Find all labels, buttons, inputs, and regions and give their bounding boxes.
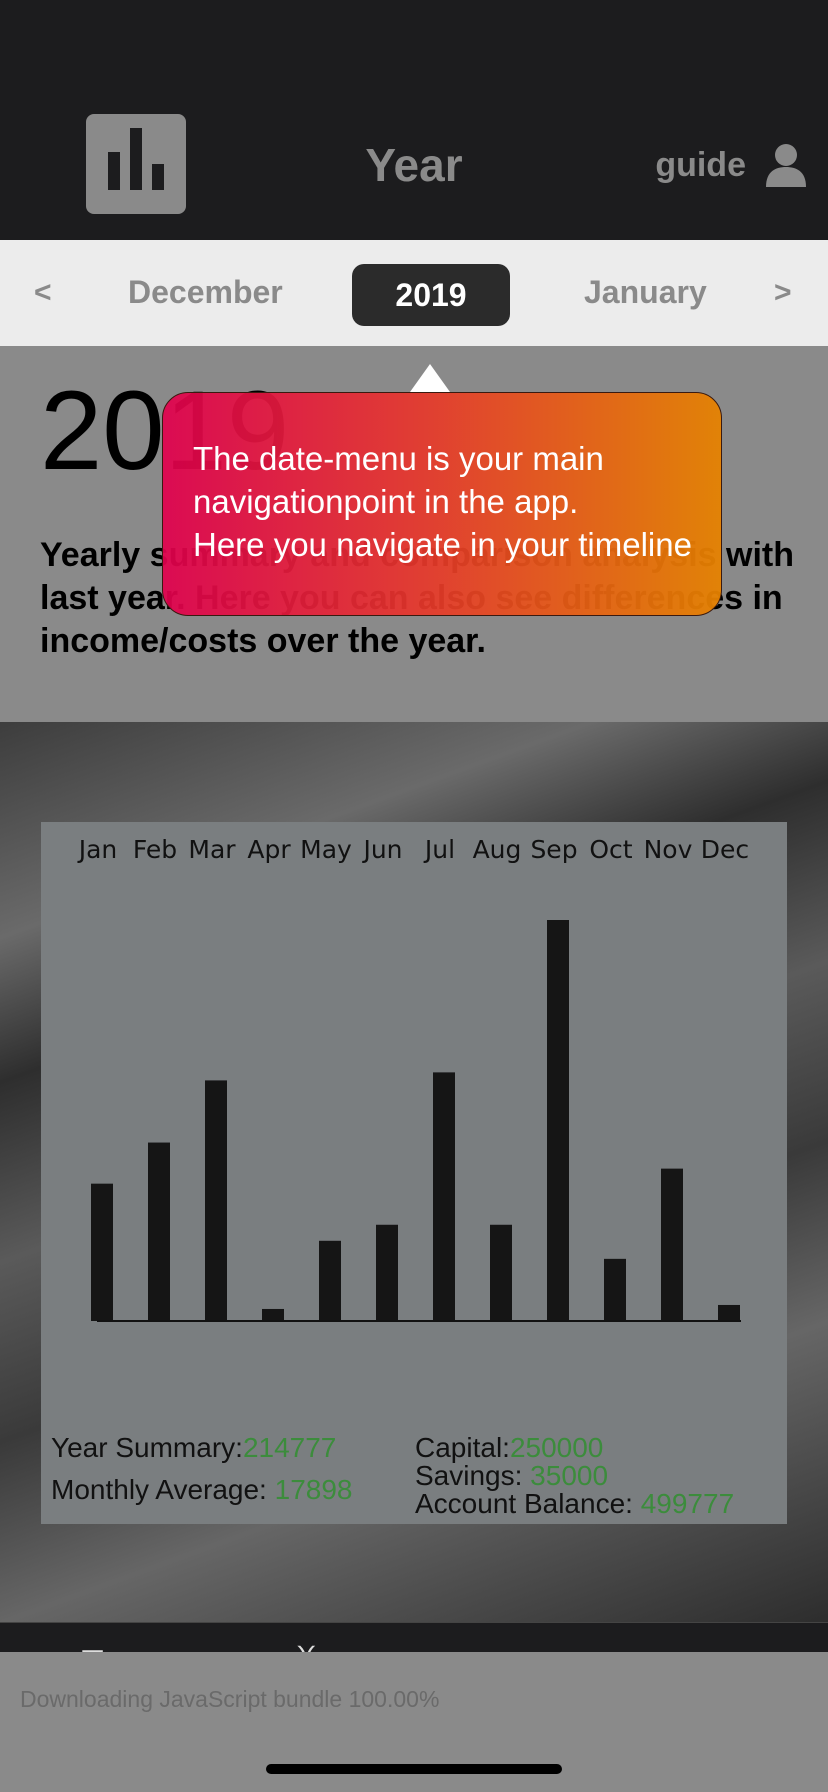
app-header: Year guide bbox=[0, 0, 828, 240]
x-tick-label: May bbox=[300, 835, 352, 864]
x-tick-label: Jan bbox=[77, 835, 118, 864]
x-tick-label: Feb bbox=[133, 835, 177, 864]
page-title: Year bbox=[365, 139, 463, 191]
x-tick-label: Apr bbox=[247, 835, 291, 864]
x-tick-label: Jul bbox=[423, 835, 455, 864]
guide-tooltip[interactable]: The date-menu is your main navigationpoi… bbox=[162, 392, 722, 616]
year-selector[interactable]: 2019 bbox=[352, 264, 510, 326]
bar-sep[interactable] bbox=[547, 920, 569, 1321]
toast-message: Downloading JavaScript bundle 100.00% bbox=[20, 1686, 440, 1712]
date-menu: < December 2019 January > bbox=[0, 240, 828, 346]
bar-nov[interactable] bbox=[661, 1168, 683, 1321]
tab-bar bbox=[0, 1622, 828, 1652]
tooltip-line: The date-menu is your main bbox=[193, 440, 604, 477]
prev-button[interactable]: < bbox=[34, 276, 52, 309]
bar-jul[interactable] bbox=[433, 1072, 455, 1321]
next-button[interactable]: > bbox=[774, 276, 792, 309]
x-tick-label: Nov bbox=[644, 835, 693, 864]
bar-dec[interactable] bbox=[718, 1304, 740, 1321]
prev-month-button[interactable]: December bbox=[128, 274, 283, 310]
home-indicator[interactable] bbox=[266, 1764, 562, 1774]
account-balance: Account Balance: 499777 bbox=[415, 1488, 735, 1519]
year-summary: Year Summary:214777 bbox=[51, 1432, 337, 1463]
x-tick-label: Oct bbox=[589, 835, 632, 864]
monthly-average: Monthly Average: 17898 bbox=[51, 1474, 353, 1505]
x-tick-label: Aug bbox=[473, 835, 522, 864]
guide-button[interactable]: guide bbox=[655, 140, 808, 190]
tooltip-line: navigationpoint in the app. bbox=[193, 483, 579, 520]
user-icon bbox=[766, 144, 806, 187]
bar-aug[interactable] bbox=[490, 1224, 512, 1321]
bar-jan[interactable] bbox=[91, 1183, 113, 1321]
bar-chart-icon[interactable] bbox=[86, 114, 186, 214]
x-tick-label: Jun bbox=[361, 835, 402, 864]
bar-feb[interactable] bbox=[148, 1142, 170, 1321]
bar-jun[interactable] bbox=[376, 1224, 398, 1321]
next-month-button[interactable]: January bbox=[584, 274, 707, 310]
bar-apr[interactable] bbox=[262, 1308, 284, 1321]
savings: Savings: 35000 bbox=[415, 1460, 609, 1491]
tooltip-arrow bbox=[410, 364, 450, 392]
bar-mar[interactable] bbox=[205, 1080, 227, 1321]
chart-card: Jan Feb Mar Apr May Jun Jul Aug Sep Oct Nov Dec Yea… bbox=[41, 822, 787, 1524]
capital: Capital:250000 bbox=[415, 1432, 604, 1463]
x-tick-label: Dec bbox=[701, 835, 749, 864]
bar-oct[interactable] bbox=[604, 1258, 626, 1321]
x-tick-label: Sep bbox=[530, 835, 577, 864]
x-tick-label: Mar bbox=[188, 835, 236, 864]
monthly-bar-chart: Jan Feb Mar Apr May Jun Jul Aug Sep Oct Nov Dec bbox=[77, 835, 749, 1322]
guide-label: guide bbox=[655, 145, 746, 184]
tooltip-line: Here you navigate in your timeline bbox=[193, 526, 692, 563]
bar-may[interactable] bbox=[319, 1240, 341, 1321]
